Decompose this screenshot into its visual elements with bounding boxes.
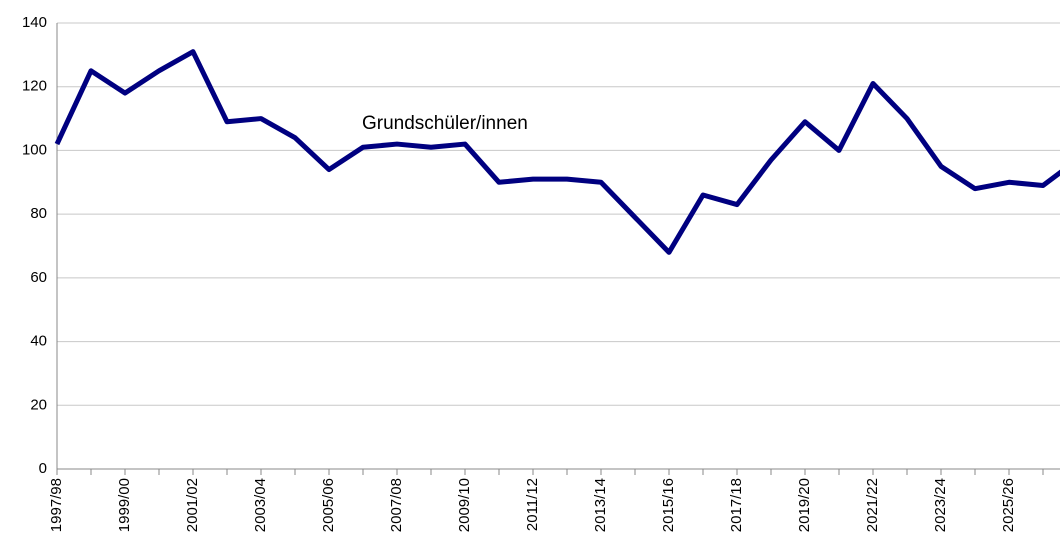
data-line	[54, 49, 1060, 255]
x-tick-label: 2007/08	[388, 478, 405, 532]
x-tick-label: 2019/20	[796, 478, 813, 532]
x-tick-label: 2017/18	[728, 478, 745, 532]
series-annotation: Grundschüler/innen	[362, 113, 528, 134]
x-tick-label: 2023/24	[932, 478, 949, 532]
x-tick-label: 2021/22	[864, 478, 881, 532]
y-tick-label: 0	[39, 460, 47, 477]
x-tick-label: 1999/00	[116, 478, 133, 532]
y-tick-label: 140	[22, 14, 47, 31]
x-tick-label: 2013/14	[592, 478, 609, 532]
x-tick-label: 2005/06	[320, 478, 337, 532]
y-tick-label: 80	[30, 205, 47, 222]
x-tick-label: 2015/16	[660, 478, 677, 532]
y-tick-label: 100	[22, 141, 47, 158]
x-tick-label: 2025/26	[1000, 478, 1017, 532]
x-tick-label: 2001/02	[184, 478, 201, 532]
x-tick-label: 1997/98	[48, 478, 65, 532]
y-tick-label: 60	[30, 269, 47, 286]
x-tick-label: 2009/10	[456, 478, 473, 532]
y-tick-label: 20	[30, 396, 47, 413]
x-tick-label: 2011/12	[524, 478, 541, 531]
y-tick-label: 40	[30, 333, 47, 350]
y-tick-label: 120	[22, 78, 47, 95]
x-tick-label: 2003/04	[252, 478, 269, 532]
